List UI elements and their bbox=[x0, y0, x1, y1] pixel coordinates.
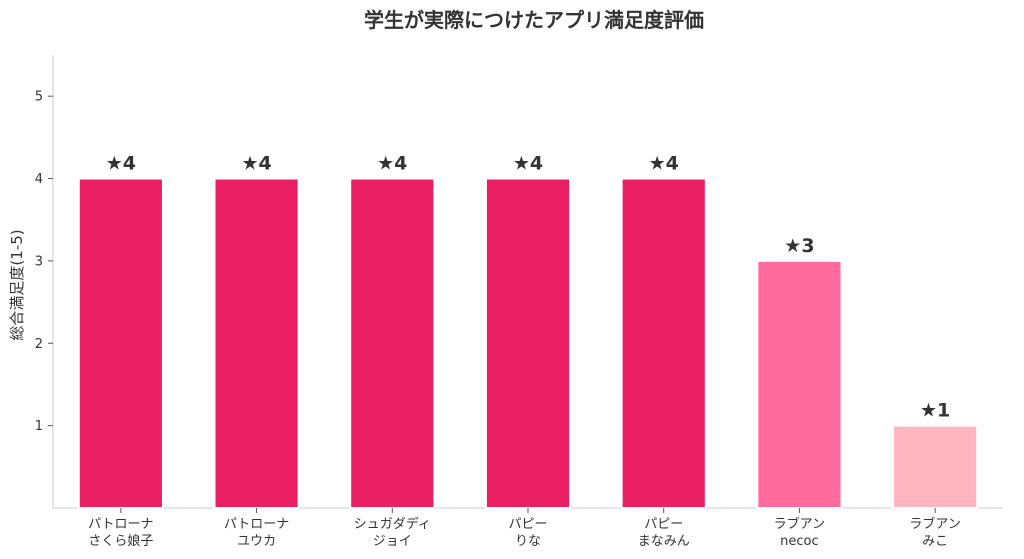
y-axis-label: 総合満足度(1-5) bbox=[8, 229, 26, 340]
x-tick-label: さくら娘子 bbox=[88, 534, 153, 549]
y-tick-label: 5 bbox=[35, 90, 43, 105]
bar bbox=[892, 424, 979, 509]
bar-value-label: ★4 bbox=[241, 153, 271, 175]
bars bbox=[77, 177, 979, 510]
x-tick-label: パピー bbox=[508, 517, 547, 532]
bar bbox=[484, 177, 572, 510]
bar bbox=[349, 177, 436, 510]
x-tick-label: シュガダディ bbox=[354, 516, 431, 532]
bar bbox=[756, 259, 843, 509]
y-tick-label: 4 bbox=[35, 172, 43, 187]
x-tick-label: パトローナ bbox=[88, 517, 153, 532]
data-labels: ★4 ★4 ★4 ★4 ★4 ★3 ★1 bbox=[106, 153, 951, 422]
x-tick-label: ラブアン bbox=[774, 516, 825, 532]
bar-value-label: ★4 bbox=[106, 153, 136, 175]
bar-value-label: ★4 bbox=[649, 153, 679, 175]
bar bbox=[620, 177, 707, 510]
x-tick-label: パピー bbox=[644, 517, 683, 532]
y-ticks: 1 2 3 4 5 bbox=[35, 90, 53, 434]
x-tick-label: ラブアン bbox=[909, 516, 960, 532]
bar-value-label: ★4 bbox=[513, 153, 543, 175]
chart-title: 学生が実際につけたアプリ満足度評価 bbox=[364, 8, 704, 32]
x-tick-label: necoc bbox=[780, 534, 819, 549]
bar bbox=[213, 177, 300, 510]
x-tick-label: ジョイ bbox=[373, 534, 412, 549]
bar-value-label: ★4 bbox=[377, 153, 407, 175]
x-tick-label: ユウカ bbox=[237, 534, 276, 549]
bar bbox=[77, 177, 164, 510]
x-tick-label: パトローナ bbox=[224, 517, 289, 532]
bar-value-label: ★1 bbox=[920, 400, 950, 422]
x-tick-label: みこ bbox=[922, 534, 948, 549]
x-tick-label: りな bbox=[515, 534, 541, 549]
y-tick-label: 1 bbox=[35, 419, 43, 434]
y-tick-label: 3 bbox=[35, 254, 43, 269]
bar-value-label: ★3 bbox=[784, 235, 814, 257]
y-tick-label: 2 bbox=[35, 337, 43, 352]
x-tick-label: まなみん bbox=[638, 534, 690, 549]
